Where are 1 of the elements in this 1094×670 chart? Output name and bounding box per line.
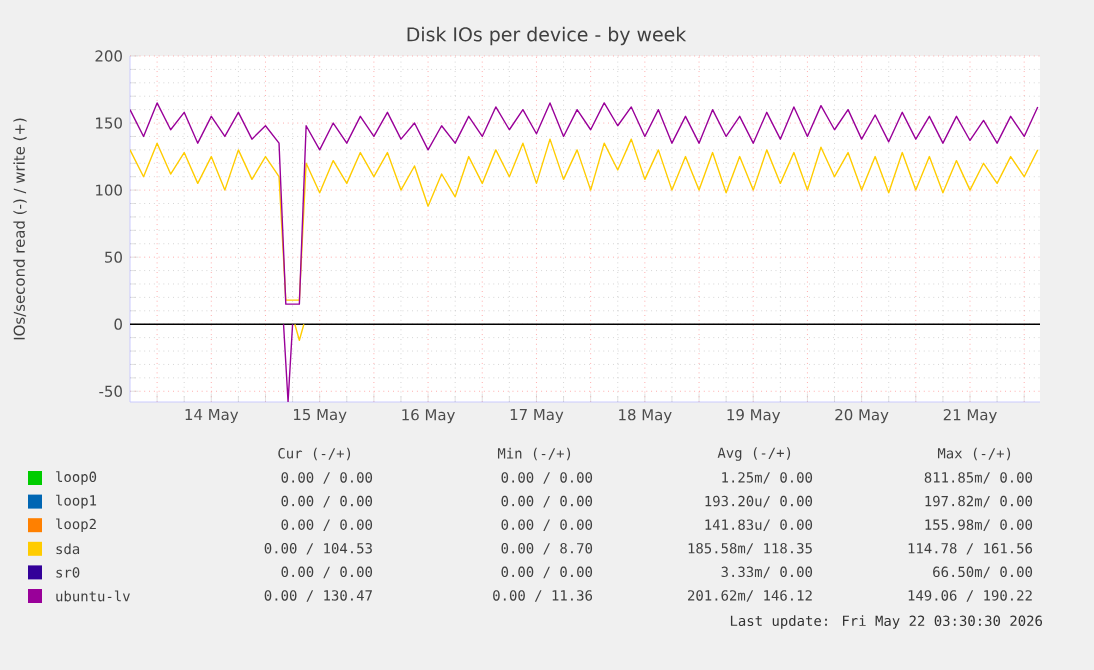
chart-title: Disk IOs per device - by week bbox=[407, 26, 687, 46]
